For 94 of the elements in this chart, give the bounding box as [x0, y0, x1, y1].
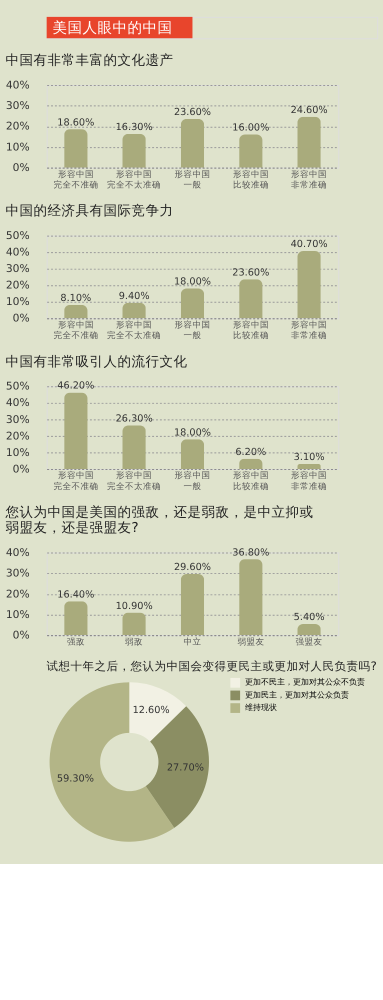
y-tick-label: 0% [12, 628, 30, 642]
bar [122, 612, 146, 636]
x-tick-label: 弱敌 [125, 636, 144, 648]
x-tick-label: 弱盟友 [237, 636, 264, 648]
bar [239, 559, 262, 636]
data-label: 23.60% [232, 267, 270, 278]
bar [64, 392, 88, 469]
data-label: 16.40% [57, 589, 94, 600]
data-label: 59.30% [56, 774, 94, 785]
y-tick-label: 0% [12, 160, 30, 174]
x-tick-label: 形容中国比较准确 [232, 320, 269, 342]
bar [239, 134, 262, 168]
data-label: 8.10% [60, 292, 92, 304]
chart-title: 中国有非常丰富的文化遗产 [5, 52, 174, 69]
data-label: 26.30% [116, 414, 153, 425]
y-tick-label: 50% [6, 380, 30, 393]
x-tick-label: 形容中国完全不太准确 [107, 320, 162, 342]
x-tick-label: 形容中国完全不太准确 [107, 168, 162, 191]
y-tick-label: 30% [6, 99, 30, 112]
bar [122, 425, 146, 469]
x-tick-label: 形容中国一般 [174, 168, 210, 191]
chart-title: 中国有非常吸引人的流行文化 [5, 354, 188, 370]
data-label: 3.10% [294, 452, 325, 463]
y-tick-label: 50% [6, 229, 30, 242]
y-tick-label: 10% [6, 140, 30, 154]
data-label: 40.70% [290, 239, 328, 250]
bar [122, 134, 146, 168]
data-label: 18.00% [174, 427, 212, 438]
x-tick-label: 形容中国一般 [174, 320, 210, 342]
y-tick-label: 30% [6, 412, 30, 426]
bar [239, 458, 262, 469]
data-label: 23.60% [174, 106, 212, 118]
data-label: 29.60% [174, 562, 212, 574]
text: 美国人眼中的中国 [52, 19, 172, 36]
data-label: 10.90% [116, 600, 153, 612]
data-label: 16.30% [116, 122, 153, 134]
y-tick-label: 20% [6, 429, 30, 442]
bar [180, 439, 204, 469]
x-tick-label: 形容中国完全不准确 [53, 168, 98, 191]
y-tick-label: 40% [6, 246, 30, 259]
legend-label: 更加不民主，更加对其公众不负责 [244, 678, 365, 687]
y-tick-label: 0% [12, 462, 30, 476]
bar [64, 601, 88, 636]
bar [180, 118, 204, 168]
donut-slice [129, 682, 186, 742]
data-label: 6.20% [235, 446, 266, 458]
y-tick-label: 40% [6, 78, 30, 92]
data-label: 5.40% [294, 612, 325, 624]
x-tick-label: 强盟友 [296, 636, 323, 648]
x-tick-label: 形容中国比较准确 [232, 168, 269, 191]
x-tick-label: 形容中国完全不准确 [53, 320, 98, 342]
bar [297, 251, 321, 318]
x-tick-label: 强敌 [66, 636, 85, 648]
legend-label: 维持现状 [244, 703, 277, 712]
x-tick-label: 形容中国比较准确 [232, 470, 269, 492]
y-tick-label: 10% [6, 295, 30, 308]
bar [122, 302, 146, 318]
data-label: 16.00% [232, 122, 270, 134]
data-label: 9.40% [118, 290, 150, 302]
bar [180, 574, 204, 636]
bar [180, 288, 204, 318]
x-tick-label: 形容中国完全不太准确 [107, 470, 162, 492]
bar [64, 129, 88, 168]
y-tick-label: 40% [6, 396, 30, 410]
y-tick-label: 10% [6, 446, 30, 459]
y-tick-label: 0% [12, 312, 30, 325]
chart-title: 中国的经济具有国际竞争力 [5, 203, 174, 220]
chart-title: 您认为中国是美国的强敌，还是弱敌，是中立抑或弱盟友，还是强盟友? [4, 504, 314, 536]
data-label: 18.00% [174, 276, 212, 288]
x-tick-label: 中立 [183, 636, 202, 648]
y-tick-label: 20% [6, 278, 30, 292]
bar [297, 116, 321, 168]
y-tick-label: 30% [6, 262, 30, 276]
y-tick-label: 20% [6, 120, 30, 133]
data-label: 18.60% [57, 117, 94, 128]
y-tick-label: 20% [6, 587, 30, 600]
bar [297, 464, 321, 469]
y-tick-label: 40% [6, 546, 30, 559]
x-tick-label: 形容中国非常准确 [291, 470, 328, 492]
bar [297, 624, 321, 636]
y-tick-label: 10% [6, 608, 30, 621]
x-tick-label: 形容中国完全不准确 [53, 470, 98, 492]
x-tick-label: 形容中国非常准确 [291, 320, 328, 342]
legend-label: 更加民主，更加对其公众负责 [244, 690, 349, 700]
data-label: 36.80% [232, 547, 270, 558]
y-tick-label: 30% [6, 566, 30, 580]
data-label: 24.60% [290, 104, 328, 116]
x-tick-label: 形容中国一般 [174, 470, 210, 492]
chart-title: 试想十年之后，您认为中国会变得更民主或更加对人民负责吗? [46, 659, 377, 674]
data-label: 27.70% [166, 762, 204, 774]
x-tick-label: 形容中国非常准确 [291, 168, 328, 191]
data-label: 46.20% [57, 380, 94, 392]
bar [239, 279, 262, 318]
data-label: 12.60% [132, 704, 170, 716]
